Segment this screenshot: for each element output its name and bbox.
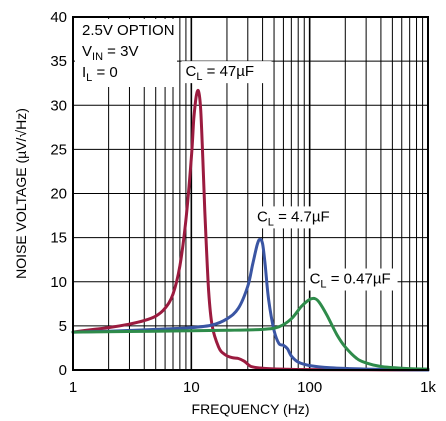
series-label-3: CL = 0.47µF <box>310 271 391 291</box>
tick-labels: 0 5 10 15 20 25 30 35 40 1 10 100 1k <box>50 9 436 396</box>
series-line-2 <box>71 237 430 372</box>
condition-il: IL = 0 <box>82 64 118 84</box>
x-tick-label: 1k <box>420 379 436 396</box>
y-tick-label: 10 <box>50 274 67 291</box>
condition-vin: VIN = 3V <box>82 43 138 63</box>
condition-option: 2.5V OPTION <box>82 22 175 39</box>
series-label-bg <box>252 206 335 229</box>
x-axis-label: FREQUENCY (Hz) <box>192 401 310 417</box>
series-label-1: CL = 47µF <box>186 63 255 83</box>
y-tick-label: 25 <box>50 141 67 158</box>
series-labels: CL = 47µF CL = 4.7µF CL = 0.47µF <box>181 61 398 291</box>
series-label-2: CL = 4.7µF <box>257 208 330 228</box>
y-axis-label: NOISE VOLTAGE (µV/√Hz) <box>13 108 29 279</box>
chart-series <box>71 88 430 372</box>
y-tick-label: 0 <box>59 362 67 379</box>
y-tick-label: 15 <box>50 230 67 247</box>
x-tick-label: 100 <box>297 379 322 396</box>
y-tick-label: 20 <box>50 186 67 203</box>
series-line-1 <box>71 88 430 372</box>
conditions-box: 2.5V OPTION VIN = 3V IL = 0 <box>75 19 177 87</box>
y-tick-label: 40 <box>50 9 67 26</box>
plot-frame <box>72 16 429 371</box>
series-line-3 <box>71 296 430 371</box>
series-label-bg <box>181 61 272 84</box>
y-tick-label: 30 <box>50 97 67 114</box>
y-tick-label: 5 <box>59 318 67 335</box>
y-tick-label: 35 <box>50 53 67 70</box>
series-label-bg <box>305 268 398 291</box>
x-tick-label: 1 <box>69 379 77 396</box>
x-tick-label: 10 <box>183 379 200 396</box>
